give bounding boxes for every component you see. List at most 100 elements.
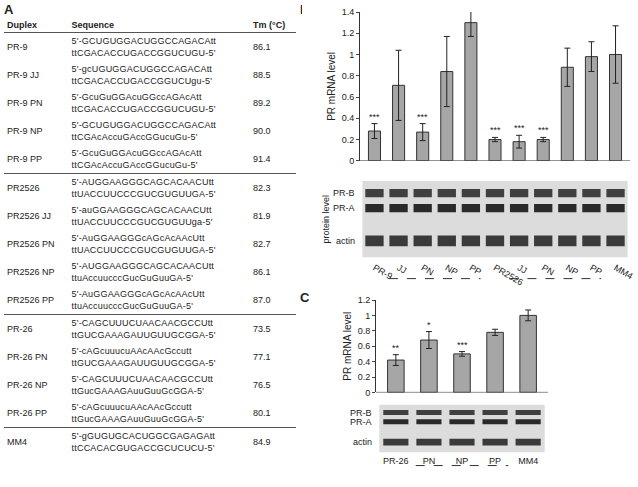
svg-text:PR-9: PR-9 [371,262,394,281]
html-text:ttCGACACCUGACCGGUCUGU-5': ttCGACACCUGACCGGUCUGU-5' [71,48,216,58]
html-text:5'-cAGcuuucuAAcAAcGccutt: 5'-cAGcuuucuAAcAAcGccutt [71,346,192,356]
html-text:5'-AuGGAAGGGcAGcAcAAcUtt: 5'-AuGGAAGGGcAGcAcAAcUtt [71,289,205,299]
html-text:PR-26: PR-26 [7,324,33,334]
html-text:PR-9 PP: PR-9 PP [7,154,42,164]
svg-text:PR2526: PR2526 [492,262,525,287]
svg-text:MM4: MM4 [518,456,538,466]
svg-text:PR mRNA level: PR mRNA level [326,52,337,121]
html-text:ttCGAcAccuGAccGGucuGu-5': ttCGAcAccuGAccGGucuGu-5' [71,160,198,170]
html-text:Duplex: Duplex [7,20,37,30]
svg-text:0: 0 [349,156,354,166]
svg-text:**: ** [392,343,400,353]
html-text:86.1: 86.1 [253,42,271,52]
svg-text:NP: NP [456,456,469,466]
html-text:ttUACCUUCCCGUCGUGUUga-5': ttUACCUUCCCGUCGUGUUga-5' [71,217,213,227]
html-text:5'-AUGGAAGGGCAGCACAACUtt: 5'-AUGGAAGGGCAGCACAACUtt [71,177,215,187]
svg-text:***: *** [369,112,380,122]
html-text:81.9: 81.9 [253,211,271,221]
html-text:82.3: 82.3 [253,183,271,193]
html-text:PR2526 NP: PR2526 NP [7,267,55,277]
svg-text:JJ: JJ [395,262,408,275]
html-text:5'-AuGGAAGGGcAGcAcAAcUtt: 5'-AuGGAAGGGcAGcAcAAcUtt [71,233,205,243]
html-text:73.5: 73.5 [253,324,271,334]
svg-text:0.2: 0.2 [358,372,371,382]
html-text:ttuAccuucccGucGuGuuGA-5': ttuAccuucccGucGuGuuGA-5' [71,273,194,283]
svg-text:1.4: 1.4 [342,7,355,17]
html-text:Sequence: Sequence [71,20,115,30]
html-text:89.2: 89.2 [253,98,271,108]
html-text:A: A [4,2,14,17]
html-text:C: C [300,290,310,305]
html-text:Tm (°C): Tm (°C) [253,20,286,30]
svg-text:***: *** [417,112,428,122]
svg-text:protein level: protein level [321,195,331,244]
svg-text:NP: NP [444,262,460,277]
svg-text:actin: actin [336,236,355,246]
html-text:ttCGAcAccuGAccGGucuGu-5': ttCGAcAccuGAccGGucuGu-5' [71,132,198,142]
html-text:PR-26 PN: PR-26 PN [7,352,48,362]
svg-text:PP: PP [468,262,483,277]
html-text:91.4: 91.4 [253,154,271,164]
html-text:ttUACCUUCCCGUCGUGUUGA-5': ttUACCUUCCCGUCGUGUUGA-5' [71,245,216,255]
html-text:82.7: 82.7 [253,239,271,249]
html-text:5'-auGGAAGGGCAGCACAACUtt: 5'-auGGAAGGGCAGCACAACUtt [71,205,212,215]
html-text:B: B [300,2,310,17]
svg-text:1: 1 [365,311,370,321]
html-text:PR-9 NP: PR-9 NP [7,126,43,136]
svg-text:***: *** [490,125,501,135]
svg-text:PN: PN [423,456,436,466]
html-text:5'-GcuGuGGAcuGGccAGAcAtt: 5'-GcuGuGGAcuGGccAGAcAtt [71,92,202,102]
html-text:5'-gcUGUGGACUGGCCAGACAtt: 5'-gcUGUGGACUGGCCAGACAtt [71,64,213,74]
html-text:ttCGACACCUGACCGGUCUgu-5': ttCGACACCUGACCGGUCUgu-5' [71,76,213,86]
svg-text:PR-26: PR-26 [383,456,409,466]
svg-text:***: *** [514,123,525,133]
svg-text:0.6: 0.6 [358,341,371,351]
svg-text:JJ: JJ [516,262,529,275]
svg-text:0.2: 0.2 [342,135,355,145]
html-text:PR2526: PR2526 [7,183,40,193]
svg-text:PN: PN [540,262,556,277]
svg-text:***: *** [538,125,549,135]
html-text:ttuAccuucccGucGuGuuGA-5': ttuAccuucccGucGuGuuGA-5' [71,301,194,311]
svg-text:***: *** [457,340,468,350]
html-text:PR-9 PN: PR-9 PN [7,98,43,108]
svg-text:1.2: 1.2 [358,295,371,305]
svg-text:PR-A: PR-A [350,417,372,427]
html-text:PR2526 PN: PR2526 PN [7,239,55,249]
svg-text:1: 1 [349,50,354,60]
html-text:5'-CAGCUUUCUAACAACGCCUtt: 5'-CAGCUUUCUAACAACGCCUtt [71,318,214,328]
html-text:PR2526 JJ: PR2526 JJ [7,211,51,221]
svg-text:0.6: 0.6 [342,92,355,102]
svg-text:0.4: 0.4 [358,357,371,367]
svg-text:0.4: 0.4 [342,113,355,123]
html-text:90.0: 90.0 [253,126,271,136]
svg-text:*: * [427,320,431,330]
html-text:87.0: 87.0 [253,295,271,305]
html-text:PR-9 JJ: PR-9 JJ [7,70,39,80]
html-text:PR-9: PR-9 [7,42,28,52]
html-text:ttUACCUUCCCGUCGUGUUGA-5': ttUACCUUCCCGUCGUGUUGA-5' [71,189,216,199]
svg-text:PR-B: PR-B [350,408,372,418]
svg-text:PR-B: PR-B [333,188,355,198]
html-text:PR2526 PP: PR2526 PP [7,295,54,305]
svg-text:MM4: MM4 [612,262,634,281]
html-text:88.5: 88.5 [253,70,271,80]
html-text:ttGUCGAAAGAUUGUUGCGGA-5': ttGUCGAAAGAUUGUUGCGGA-5' [71,330,216,340]
svg-text:PP: PP [489,456,501,466]
svg-text:PP: PP [588,262,603,277]
svg-text:PR mRNA level: PR mRNA level [342,312,353,381]
html-text:5'-GCUGUGGACUGGCCAGACAtt: 5'-GCUGUGGACUGGCCAGACAtt [71,36,217,46]
svg-text:actin: actin [353,437,372,447]
html-text:ttCGACACCUGACCGGUCUGU-5': ttCGACACCUGACCGGUCUGU-5' [71,104,216,114]
svg-text:0.8: 0.8 [342,71,355,81]
html-text:5'-GcuGuGGAcuGGccAGAcAtt: 5'-GcuGuGGAcuGGccAGAcAtt [71,148,202,158]
html-text:5'-AUGGAAGGGCAGCACAACUtt: 5'-AUGGAAGGGCAGCACAACUtt [71,261,215,271]
svg-text:1.2: 1.2 [342,28,355,38]
svg-text:0: 0 [365,388,370,398]
html-text:5'-GCUGUGGACUGGCCAGACAtt: 5'-GCUGUGGACUGGCCAGACAtt [71,120,217,130]
svg-text:NP: NP [564,262,580,277]
svg-text:PR-A: PR-A [333,203,355,213]
svg-text:PN: PN [419,262,435,277]
html-text:86.1: 86.1 [253,267,271,277]
svg-text:0.8: 0.8 [358,326,371,336]
